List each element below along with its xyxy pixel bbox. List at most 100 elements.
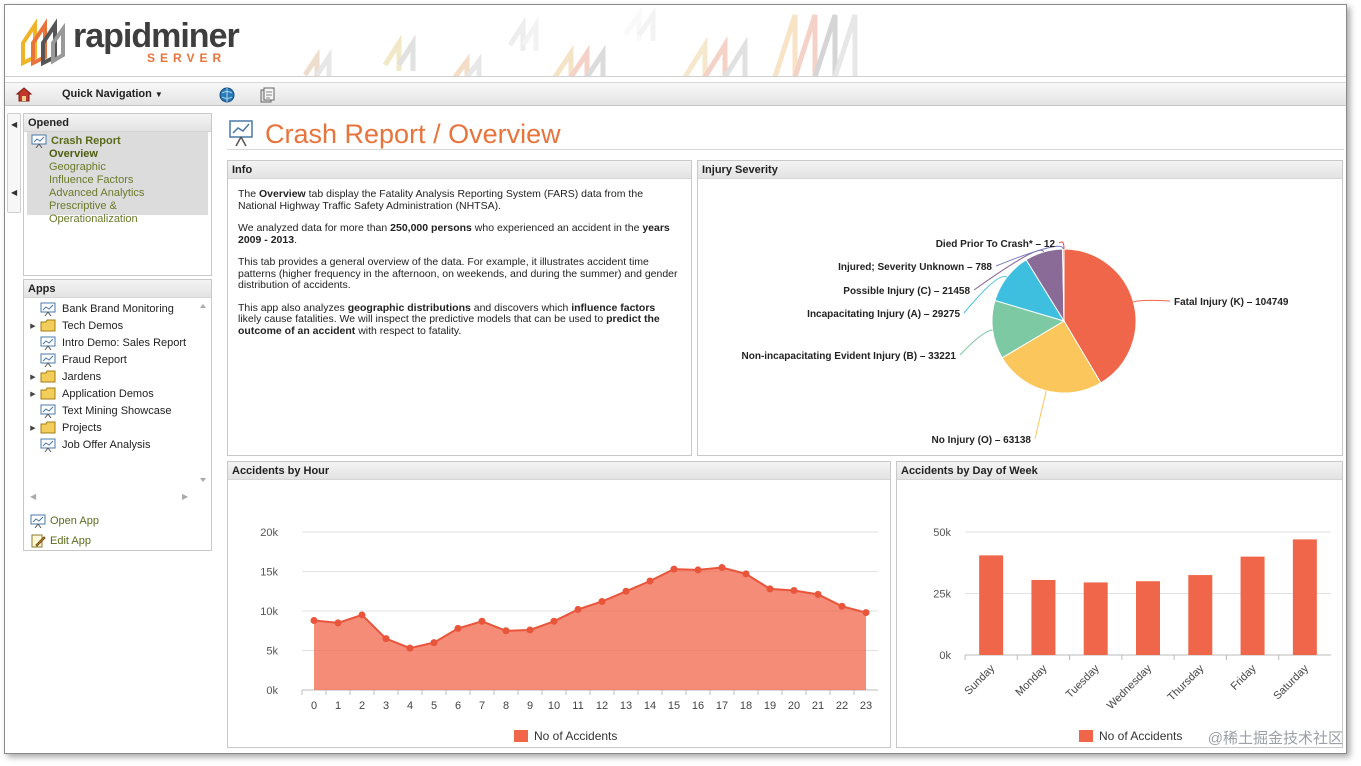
y-tick-label: 10k xyxy=(260,606,278,618)
app-list-item[interactable]: Job Offer Analysis xyxy=(28,436,211,453)
data-point[interactable] xyxy=(502,627,510,635)
x-tick-label: Friday xyxy=(1229,662,1259,692)
data-point[interactable] xyxy=(406,644,414,652)
data-point[interactable] xyxy=(622,587,630,595)
info-text-span: who experienced an accident in the xyxy=(471,222,643,234)
data-point[interactable] xyxy=(718,564,726,572)
x-tick-label: 2 xyxy=(359,700,365,712)
quick-navigation-dropdown[interactable]: Quick Navigation ▼ xyxy=(62,88,163,100)
data-point[interactable] xyxy=(454,624,462,632)
data-point[interactable] xyxy=(382,635,390,643)
y-tick-label: 0k xyxy=(939,650,951,662)
tab-overview[interactable]: Overview xyxy=(49,148,98,160)
bar[interactable] xyxy=(979,555,1004,655)
pie-slice[interactable] xyxy=(991,299,1066,359)
area-fill xyxy=(314,567,866,690)
data-point[interactable] xyxy=(430,639,438,647)
expand-arrow-icon[interactable]: ▶ xyxy=(30,322,36,330)
data-point[interactable] xyxy=(694,566,702,574)
bar[interactable] xyxy=(1083,582,1108,655)
info-text-span: We analyzed data for more than xyxy=(238,222,391,234)
presentation-icon xyxy=(38,352,58,368)
data-point[interactable] xyxy=(838,602,846,610)
app-list-item[interactable]: Fraud Report xyxy=(28,351,211,368)
data-point[interactable] xyxy=(766,585,774,593)
data-point[interactable] xyxy=(310,616,318,624)
data-point[interactable] xyxy=(334,619,342,627)
x-tick-label: 17 xyxy=(716,700,728,712)
watermark: @稀土掘金技术社区 xyxy=(1207,730,1343,747)
app-folder-item[interactable]: ▶ Jardens xyxy=(28,368,211,385)
info-text-span: The xyxy=(238,188,260,200)
legend-swatch[interactable] xyxy=(1079,730,1093,742)
pie-label: Injured; Severity Unknown – 788 xyxy=(838,262,992,273)
data-point[interactable] xyxy=(358,611,366,619)
tab-advanced-analytics[interactable]: Advanced Analytics xyxy=(49,187,145,199)
pie-slice[interactable] xyxy=(1063,248,1137,384)
data-point[interactable] xyxy=(670,565,678,573)
pie-connector xyxy=(995,245,1064,267)
data-point[interactable] xyxy=(574,605,582,613)
tab-prescriptive-operationalization[interactable]: Prescriptive & Operationalization xyxy=(49,200,138,225)
bar[interactable] xyxy=(1292,539,1317,655)
bar[interactable] xyxy=(1240,556,1265,655)
data-point[interactable] xyxy=(526,626,534,634)
expand-arrow-icon[interactable]: ▶ xyxy=(30,373,36,381)
data-point[interactable] xyxy=(790,586,798,594)
opened-app-crash-report[interactable]: Crash Report xyxy=(27,134,208,148)
home-icon[interactable] xyxy=(15,86,33,102)
data-point[interactable] xyxy=(598,598,606,606)
pie-connector xyxy=(1034,390,1047,440)
globe-refresh-icon[interactable] xyxy=(218,86,236,104)
pie-label: No Injury (O) – 63138 xyxy=(932,435,1032,446)
data-point[interactable] xyxy=(478,617,486,625)
x-tick-label: Monday xyxy=(1013,662,1050,699)
info-bold-span: years 2009 - 2013 xyxy=(238,222,670,246)
x-tick-label: 12 xyxy=(596,700,608,712)
logo-text: rapidminer xyxy=(73,17,240,55)
expand-arrow-icon[interactable]: ▶ xyxy=(30,390,36,398)
app-list-item[interactable]: Bank Brand Monitoring xyxy=(28,300,211,317)
bar[interactable] xyxy=(1188,575,1213,655)
data-point[interactable] xyxy=(742,570,750,578)
folder-icon xyxy=(38,369,58,385)
apps-vertical-scrollbar[interactable] xyxy=(198,302,208,484)
app-item-label: Bank Brand Monitoring xyxy=(62,302,174,315)
data-point[interactable] xyxy=(862,609,870,617)
x-tick-label: 19 xyxy=(764,700,776,712)
edit-app-button[interactable]: Edit App xyxy=(30,531,99,551)
x-tick-label: 23 xyxy=(860,700,872,712)
sidebar-collapse-handle[interactable]: ◀ ◀ xyxy=(7,113,21,213)
documents-icon[interactable] xyxy=(258,86,276,104)
legend-label[interactable]: No of Accidents xyxy=(534,729,617,743)
pie-label: Incapacitating Injury (A) – 29275 xyxy=(807,309,960,320)
x-tick-label: 7 xyxy=(479,700,485,712)
scroll-left-icon: ◀ xyxy=(30,492,37,501)
logo-subtext: SERVER xyxy=(147,51,227,65)
app-list-item[interactable]: Text Mining Showcase xyxy=(28,402,211,419)
legend-label[interactable]: No of Accidents xyxy=(1099,729,1182,743)
x-tick-label: 16 xyxy=(692,700,704,712)
bar[interactable] xyxy=(1136,581,1160,655)
app-list-item[interactable]: Intro Demo: Sales Report xyxy=(28,334,211,351)
info-bold-span: geographic distributions xyxy=(347,301,471,314)
folder-icon xyxy=(38,420,58,436)
data-point[interactable] xyxy=(814,590,822,598)
open-app-button[interactable]: Open App xyxy=(30,511,99,531)
data-point[interactable] xyxy=(550,617,558,625)
data-point[interactable] xyxy=(646,577,654,585)
pie-slice[interactable] xyxy=(1001,320,1102,394)
x-tick-label: 4 xyxy=(407,700,413,712)
bar[interactable] xyxy=(1031,579,1056,655)
app-folder-item[interactable]: ▶ Tech Demos xyxy=(28,317,211,334)
expand-arrow-icon[interactable]: ▶ xyxy=(30,424,36,432)
quick-navigation-label: Quick Navigation xyxy=(62,88,152,100)
apps-horizontal-scrollbar[interactable]: ◀ ▶ xyxy=(30,492,190,502)
x-tick-label: 20 xyxy=(788,700,800,712)
info-text-span: and discovers which xyxy=(470,301,572,314)
app-folder-item[interactable]: ▶ Application Demos xyxy=(28,385,211,402)
app-folder-item[interactable]: ▶ Projects xyxy=(28,419,211,436)
tab-influence-factors[interactable]: Influence Factors xyxy=(49,174,134,186)
tab-geographic[interactable]: Geographic xyxy=(49,161,106,173)
legend-swatch[interactable] xyxy=(514,730,528,742)
